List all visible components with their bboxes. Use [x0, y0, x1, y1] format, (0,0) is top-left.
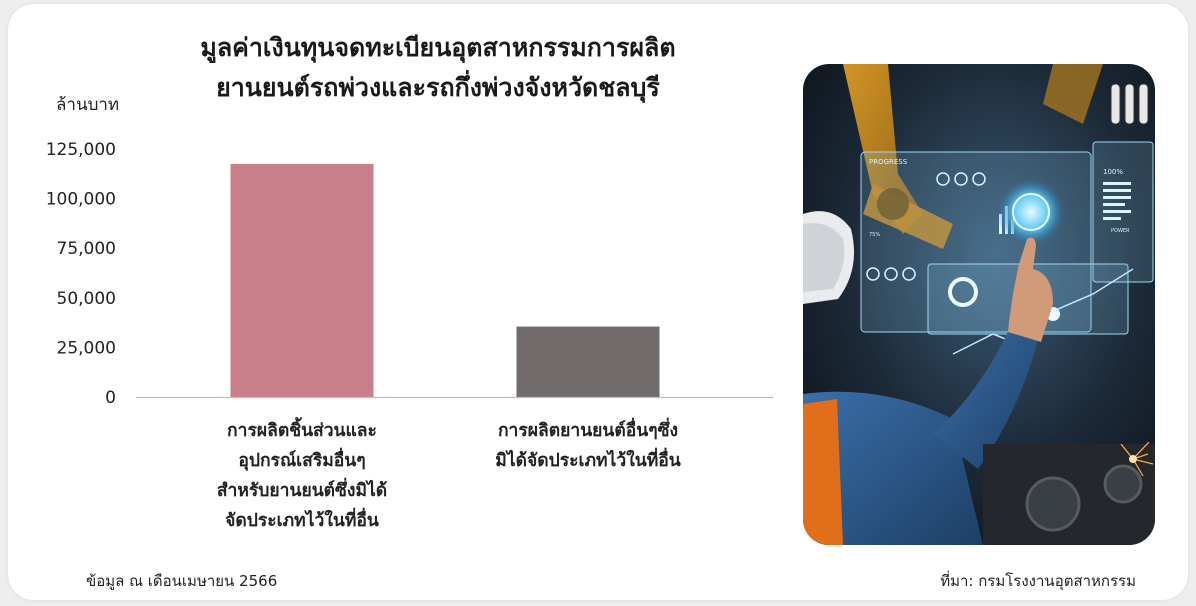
y-tick-label: 75,000: [57, 239, 116, 259]
y-axis-label: ล้านบาท: [56, 95, 119, 115]
bar: [230, 163, 374, 397]
y-tick-label: 50,000: [57, 289, 116, 309]
chart-title: มูลค่าเงินทุนจดทะเบียนอุตสาหกรรมการผลิต …: [118, 28, 758, 108]
source-note: ที่มา: กรมโรงงานอุตสาหกรรม: [940, 572, 1136, 590]
category-label-line: การผลิตชิ้นส่วนและ: [227, 421, 377, 441]
industrial-technician-photo: PROGRESS 100% POWER 75%: [803, 64, 1155, 545]
category-label-line: อุปกรณ์เสริมอื่นๆ: [238, 451, 366, 471]
chart-title-line-2: ยานยนต์รถพ่วงและรถกึ่งพ่วงจังหวัดชลบุรี: [216, 73, 660, 102]
data-date-note: ข้อมูล ณ เดือนเมษายน 2566: [86, 572, 278, 590]
chart-title-line-1: มูลค่าเงินทุนจดทะเบียนอุตสาหกรรมการผลิต: [200, 33, 676, 62]
category-label-line: สำหรับยานยนต์ซึ่งมิได้: [216, 481, 388, 501]
bar: [516, 326, 660, 397]
category-label-line: มิได้จัดประเภทไว้ในที่อื่น: [495, 451, 681, 471]
svg-text:POWER: POWER: [1111, 228, 1130, 234]
y-tick-label: 100,000: [46, 190, 116, 210]
svg-text:100%: 100%: [1103, 168, 1123, 176]
category-label-line: การผลิตยานยนต์อื่นๆซึ่ง: [497, 421, 679, 441]
svg-text:PROGRESS: PROGRESS: [869, 158, 908, 166]
svg-text:75%: 75%: [869, 232, 880, 238]
y-tick-label: 125,000: [46, 140, 116, 160]
category-label-other-vehicles: การผลิตยานยนต์อื่นๆซึ่ง มิได้จัดประเภทไว…: [458, 416, 718, 476]
y-tick-label: 0: [105, 388, 116, 408]
card: มูลค่าเงินทุนจดทะเบียนอุตสาหกรรมการผลิต …: [8, 4, 1188, 600]
category-label-line: จัดประเภทไว้ในที่อื่น: [225, 511, 379, 531]
bar-chart: ล้านบาท 0 25,000 50,000 75,000 100,000 125,000: [46, 95, 773, 408]
category-label-parts: การผลิตชิ้นส่วนและ อุปกรณ์เสริมอื่นๆ สำห…: [172, 416, 432, 536]
y-tick-label: 25,000: [57, 338, 116, 358]
